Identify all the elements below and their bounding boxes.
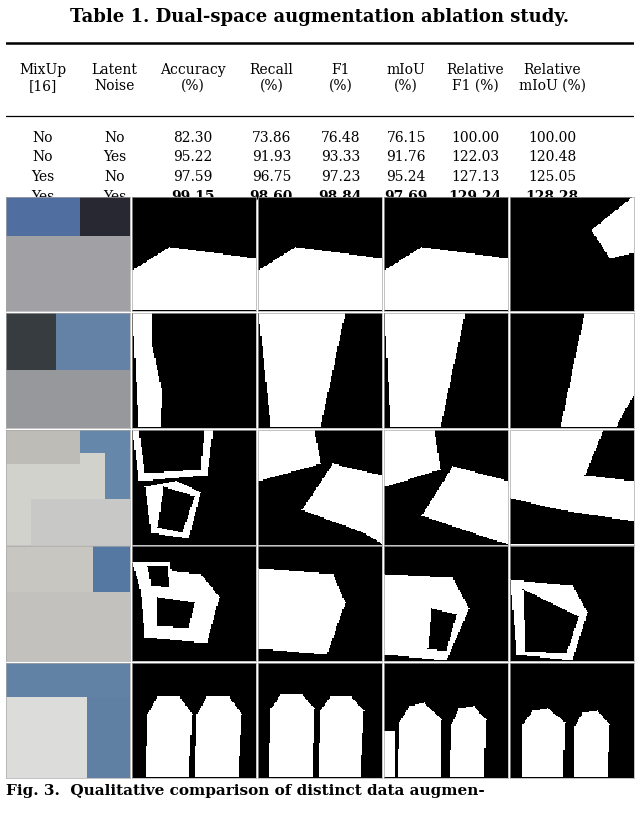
Text: 91.76: 91.76 <box>387 150 426 165</box>
Text: 96.75: 96.75 <box>252 170 291 184</box>
Text: 97.59: 97.59 <box>173 170 212 184</box>
Text: 120.48: 120.48 <box>528 150 576 165</box>
Text: 76.48: 76.48 <box>321 130 360 145</box>
Text: Relative
F1 (%): Relative F1 (%) <box>447 62 504 93</box>
Text: 100.00: 100.00 <box>451 130 499 145</box>
Text: 125.05: 125.05 <box>528 170 576 184</box>
Text: mIoU
(%): mIoU (%) <box>387 62 426 93</box>
Text: 98.60: 98.60 <box>250 189 293 204</box>
Text: Recall
(%): Recall (%) <box>250 62 293 93</box>
Text: Relative
mIoU (%): Relative mIoU (%) <box>518 62 586 93</box>
Text: MixUp
[16]: MixUp [16] <box>19 62 66 93</box>
Text: 98.84: 98.84 <box>319 189 362 204</box>
Text: 122.03: 122.03 <box>451 150 499 165</box>
Text: Yes: Yes <box>31 170 54 184</box>
Text: 127.13: 127.13 <box>451 170 499 184</box>
Text: 129.24: 129.24 <box>449 189 502 204</box>
Text: Fig. 3.  Qualitative comparison of distinct data augmen-: Fig. 3. Qualitative comparison of distin… <box>6 785 485 799</box>
Text: No: No <box>32 150 52 165</box>
Text: 73.86: 73.86 <box>252 130 291 145</box>
Text: Table 1. Dual-space augmentation ablation study.: Table 1. Dual-space augmentation ablatio… <box>70 8 570 26</box>
Text: No: No <box>104 170 125 184</box>
Text: Yes: Yes <box>103 189 126 204</box>
Text: 99.15: 99.15 <box>172 189 215 204</box>
Text: Yes: Yes <box>31 189 54 204</box>
Text: Accuracy
(%): Accuracy (%) <box>160 62 226 93</box>
Text: 97.23: 97.23 <box>321 170 360 184</box>
Text: 95.22: 95.22 <box>173 150 212 165</box>
Text: 76.15: 76.15 <box>387 130 426 145</box>
Text: F1
(%): F1 (%) <box>328 62 353 93</box>
Text: 93.33: 93.33 <box>321 150 360 165</box>
Text: 95.24: 95.24 <box>387 170 426 184</box>
Text: 97.69: 97.69 <box>385 189 428 204</box>
Text: 100.00: 100.00 <box>528 130 576 145</box>
Text: No: No <box>104 130 125 145</box>
Text: Yes: Yes <box>103 150 126 165</box>
Text: 82.30: 82.30 <box>173 130 212 145</box>
Text: Latent
Noise: Latent Noise <box>92 62 138 93</box>
Text: 128.28: 128.28 <box>525 189 579 204</box>
Text: No: No <box>32 130 52 145</box>
Text: 91.93: 91.93 <box>252 150 291 165</box>
